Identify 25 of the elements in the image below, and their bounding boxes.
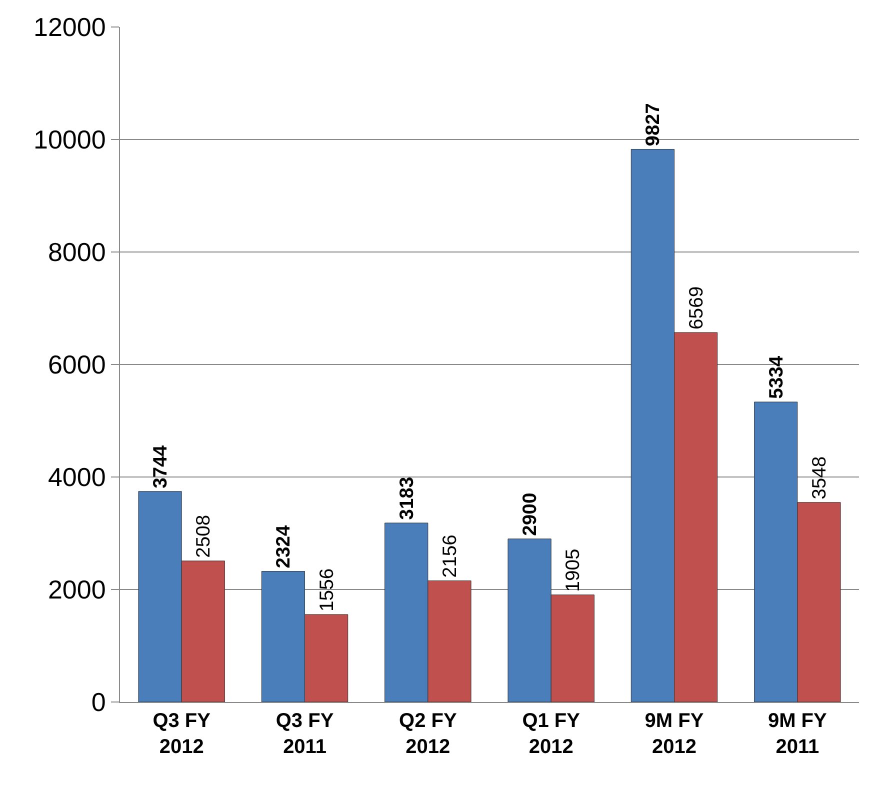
- data-label: 1905: [562, 548, 584, 592]
- data-label: 3744: [149, 445, 172, 488]
- y-tick-label: 10000: [33, 124, 106, 155]
- y-tick-label: 0: [91, 687, 106, 718]
- data-label: 9827: [642, 103, 664, 146]
- y-tick-label: 6000: [48, 350, 106, 380]
- data-label: 2900: [518, 492, 541, 536]
- x-tick-label: Q2 FY 2012: [399, 710, 458, 758]
- data-label: 6569: [685, 286, 708, 330]
- y-tick-label: 4000: [48, 462, 106, 492]
- x-tick-label: 9M FY 2011: [768, 710, 828, 758]
- data-label: 1556: [316, 568, 338, 612]
- x-tick-label: Q1 FY 2012: [522, 710, 581, 758]
- data-label: 2156: [438, 534, 461, 578]
- y-tick-label: 8000: [48, 237, 106, 268]
- x-tick-label: Q3 FY 2012: [152, 710, 212, 758]
- data-label: 2324: [272, 524, 295, 568]
- data-label: 5334: [765, 356, 788, 399]
- data-label: 3183: [396, 476, 418, 520]
- y-tick-label: 2000: [48, 574, 106, 605]
- x-tick-label: Q3 FY 2011: [276, 710, 334, 758]
- y-tick-label: 12000: [33, 12, 106, 42]
- data-label: 3548: [808, 456, 830, 500]
- data-label: 2508: [192, 514, 215, 558]
- x-tick-label: 9M FY 2012: [644, 710, 704, 758]
